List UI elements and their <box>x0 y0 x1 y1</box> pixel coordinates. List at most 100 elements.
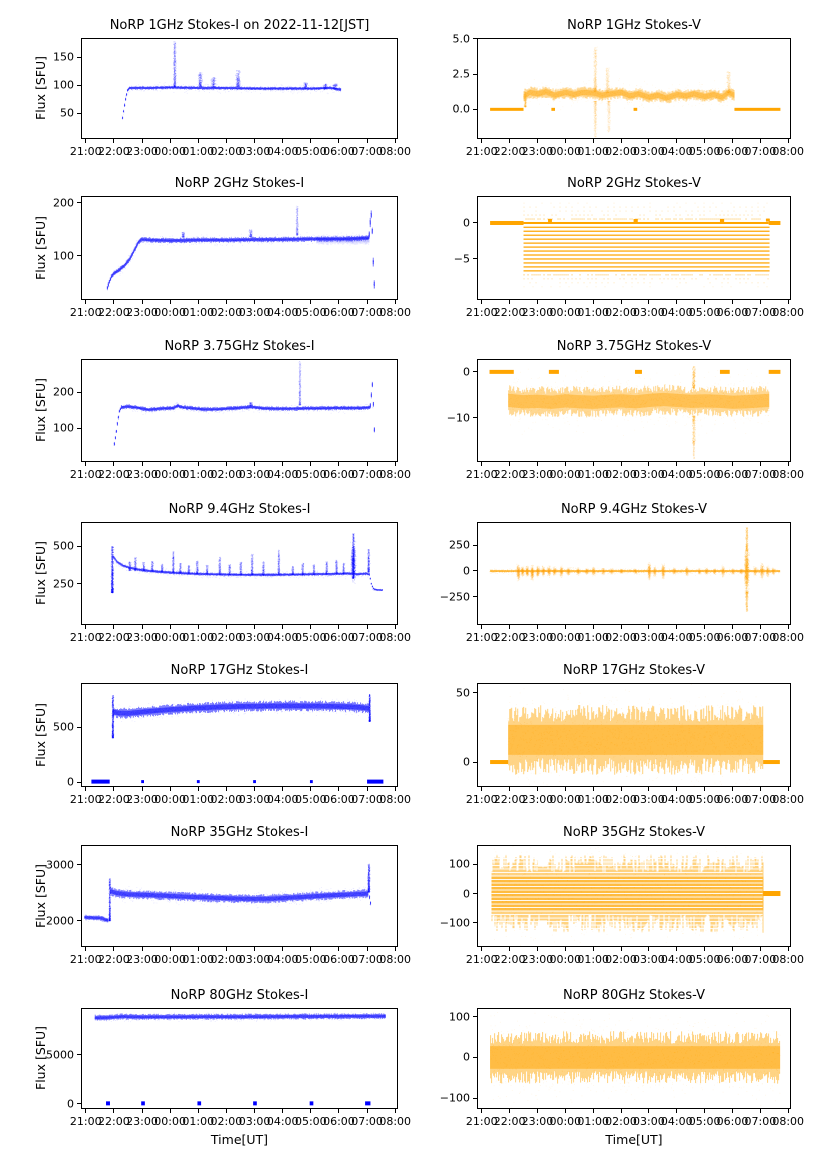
x-tick-mark <box>310 947 312 951</box>
x-tick-label: 07:00 <box>351 306 383 319</box>
x-tick-label: 04:00 <box>660 793 693 806</box>
x-tick-label: 01:00 <box>577 145 610 158</box>
x-tick-mark <box>481 625 483 629</box>
x-tick-label: 04:00 <box>266 1115 299 1128</box>
x-tick-label: 07:00 <box>744 145 777 158</box>
x-tick-mark <box>509 462 511 466</box>
x-tick-mark <box>676 300 678 304</box>
x-tick-label: 05:00 <box>294 793 327 806</box>
x-tick-label: 01:00 <box>182 953 215 966</box>
x-tick-mark <box>509 947 511 951</box>
x-tick-mark <box>338 139 340 143</box>
x-tick-mark <box>592 947 594 951</box>
x-tick-label: 03:00 <box>238 1115 271 1128</box>
x-tick-label: 23:00 <box>126 306 158 319</box>
x-tick-label: 08:00 <box>379 306 412 319</box>
x-tick-label: 02:00 <box>210 953 243 966</box>
x-tick-mark <box>254 139 256 143</box>
x-tick-label: 08:00 <box>772 631 805 644</box>
x-tick-mark <box>648 947 650 951</box>
x-tick-mark <box>394 462 396 466</box>
x-tick-label: 02:00 <box>210 468 243 481</box>
x-tick-label: 22:00 <box>98 1115 130 1128</box>
x-tick-label: 06:00 <box>716 631 749 644</box>
x-tick-label: 05:00 <box>294 306 327 319</box>
y-tick-mark <box>77 56 81 58</box>
x-tick-label: 21:00 <box>69 468 102 481</box>
x-tick-label: 01:00 <box>182 468 215 481</box>
y-tick-mark <box>77 920 81 922</box>
x-tick-label: 02:00 <box>605 631 637 644</box>
x-tick-label: 05:00 <box>294 1115 327 1128</box>
x-tick-mark <box>592 462 594 466</box>
x-tick-label: 23:00 <box>521 468 554 481</box>
x-tick-label: 22:00 <box>493 793 526 806</box>
x-tick-label: 06:00 <box>323 306 355 319</box>
y-tick-mark <box>77 112 81 114</box>
x-tick-label: 08:00 <box>772 306 805 319</box>
x-tick-label: 04:00 <box>660 1115 693 1128</box>
x-tick-label: 00:00 <box>549 631 582 644</box>
x-tick-label: 07:00 <box>351 1115 383 1128</box>
x-tick-label: 21:00 <box>465 1115 498 1128</box>
x-tick-label: 21:00 <box>465 953 498 966</box>
x-tick-mark <box>113 139 115 143</box>
x-tick-mark <box>338 947 340 951</box>
y-tick-mark <box>473 417 477 419</box>
x-tick-label: 23:00 <box>126 953 158 966</box>
x-tick-mark <box>536 462 538 466</box>
x-tick-mark <box>731 625 733 629</box>
y-tick-mark <box>77 255 81 257</box>
x-tick-mark <box>197 462 199 466</box>
x-tick-label: 00:00 <box>154 468 187 481</box>
x-tick-mark <box>113 462 115 466</box>
x-tick-mark <box>592 300 594 304</box>
plot-title: NoRP 1GHz Stokes-V <box>567 18 701 33</box>
x-tick-mark <box>509 139 511 143</box>
x-tick-mark <box>676 462 678 466</box>
y-tick-label: 0.0 <box>452 102 471 116</box>
y-tick-mark <box>473 544 477 546</box>
plot-title: NoRP 2GHz Stokes-I <box>174 176 305 191</box>
x-tick-label: 04:00 <box>266 953 299 966</box>
x-tick-mark <box>338 787 340 791</box>
y-tick-mark <box>77 583 81 585</box>
x-tick-mark <box>731 300 733 304</box>
x-tick-mark <box>509 1109 511 1113</box>
subplot-norp-1ghz-stokes-v: NoRP 1GHz Stokes-V 21:00 22:00 23:00 00:00 0… <box>453 19 805 159</box>
y-tick-mark <box>473 922 477 924</box>
y-tick-mark <box>77 427 81 429</box>
x-tick-label: 02:00 <box>210 306 243 319</box>
x-tick-label: 06:00 <box>716 1115 749 1128</box>
x-tick-mark <box>282 462 284 466</box>
y-tick-label: 100 <box>449 857 470 871</box>
x-tick-mark <box>366 625 368 629</box>
x-tick-mark <box>197 300 199 304</box>
subplot-norp-80ghz-stokes-i: Flux [SFU] NoRP 80GHz Stokes-I Time[UT] … <box>33 989 411 1148</box>
x-tick-mark <box>169 300 171 304</box>
x-tick-label: 00:00 <box>154 793 187 806</box>
y-tick-mark <box>473 570 477 572</box>
x-tick-mark <box>338 462 340 466</box>
x-tick-mark <box>113 787 115 791</box>
x-tick-label: 02:00 <box>210 1115 243 1128</box>
x-tick-label: 08:00 <box>772 145 805 158</box>
y-tick-mark <box>473 38 477 40</box>
y-tick-label: 2.5 <box>452 67 471 81</box>
x-tick-label: 08:00 <box>379 953 412 966</box>
x-tick-label: 23:00 <box>126 631 158 644</box>
x-tick-mark <box>366 300 368 304</box>
x-tick-label: 05:00 <box>688 145 721 158</box>
scatter-plot-canvas <box>477 522 791 625</box>
y-tick-mark <box>77 84 81 86</box>
x-tick-mark <box>366 462 368 466</box>
plot-title: NoRP 17GHz Stokes-I <box>170 663 309 678</box>
scatter-plot-canvas <box>81 1008 398 1109</box>
x-tick-label: 00:00 <box>549 468 582 481</box>
x-tick-label: 00:00 <box>549 1115 582 1128</box>
x-tick-label: 08:00 <box>379 793 412 806</box>
x-tick-label: 07:00 <box>351 793 383 806</box>
scatter-plot-canvas <box>81 359 398 462</box>
subplot-norp-3.75ghz-stokes-i: Flux [SFU] NoRP 3.75GHz Stokes-I 21:00 22… <box>33 340 411 482</box>
